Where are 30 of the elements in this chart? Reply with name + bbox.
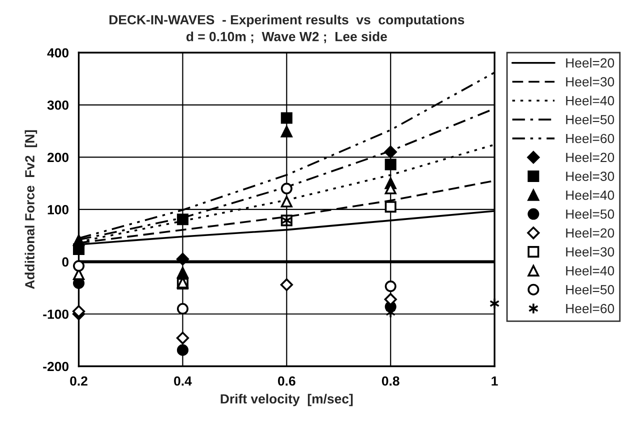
y-tick-label: 200 <box>47 152 68 162</box>
legend-label: Heel=30 <box>566 171 614 181</box>
x-tick-label: 0.8 <box>382 376 400 386</box>
chart-subtitle: d = 0.10m ; Wave W2 ; Lee side <box>186 32 387 44</box>
x-tick-label: 0.4 <box>174 376 192 386</box>
legend-label: Heel=40 <box>566 266 614 276</box>
y-axis-title: Additional Force Fv2 [N] <box>24 130 38 290</box>
y-tick-label: 0 <box>62 257 68 267</box>
y-tick-label: -100 <box>43 310 68 319</box>
x-tick-label: 0.6 <box>278 376 296 386</box>
legend-label: Heel=30 <box>566 246 614 257</box>
chart-title: DECK-IN-WAVES - Experiment results vs computations <box>110 14 464 28</box>
x-tick-label: 0.2 <box>70 376 88 386</box>
y-tick-label: 100 <box>48 205 68 214</box>
x-axis-title: Drift velocity [m/sec] <box>220 394 353 406</box>
y-tick-label: 300 <box>47 100 68 110</box>
y-tick-label: 400 <box>47 48 68 58</box>
legend-label: Heel=50 <box>566 284 614 294</box>
legend-label: Heel=60 <box>566 133 614 144</box>
legend-label: Heel=50 <box>566 209 614 219</box>
legend-label: Heel=30 <box>566 76 614 86</box>
legend-label: Heel=20 <box>566 58 614 68</box>
legend-label: Heel=50 <box>566 114 614 124</box>
legend-label: Heel=40 <box>566 96 614 106</box>
legend-label: Heel=20 <box>566 228 614 238</box>
legend-label: Heel=60 <box>566 304 614 314</box>
legend-label: Heel=20 <box>566 152 614 162</box>
legend-label: Heel=40 <box>566 190 614 200</box>
y-tick-label: -200 <box>43 362 68 372</box>
x-tick-label: 1 <box>492 376 498 386</box>
